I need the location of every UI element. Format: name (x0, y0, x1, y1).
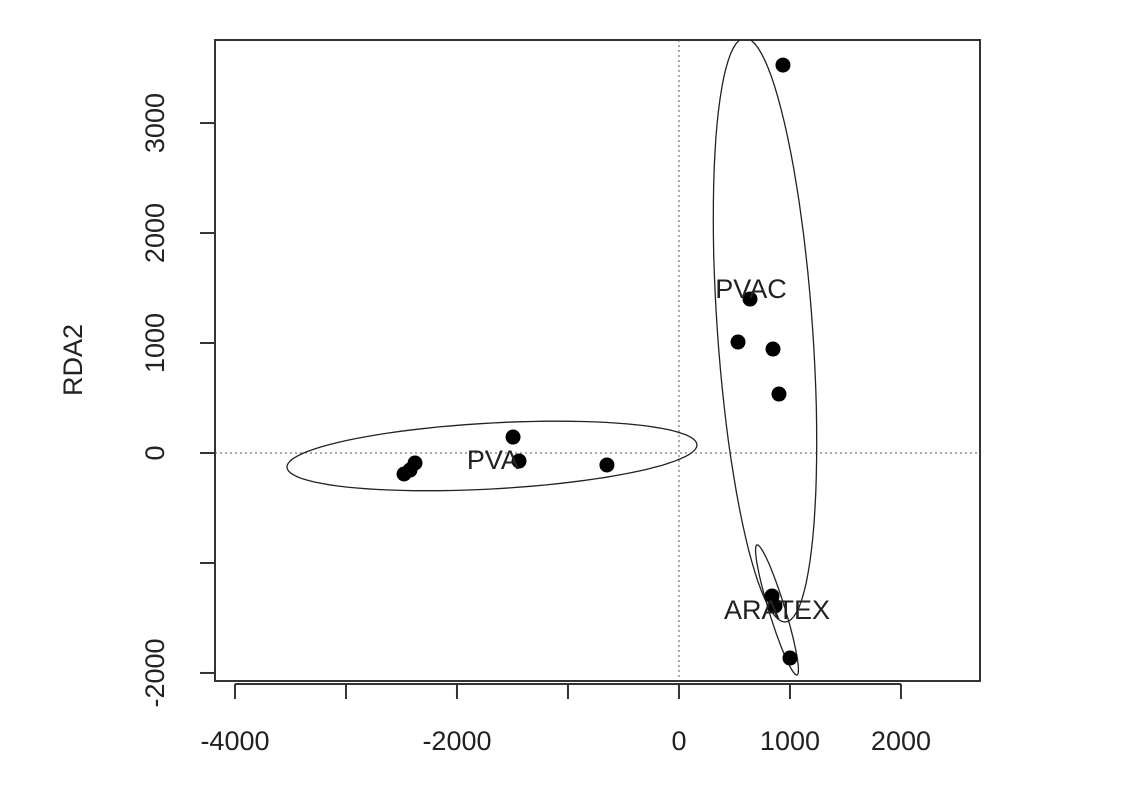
point (599, 457, 615, 473)
point (730, 334, 746, 350)
point (511, 453, 527, 469)
x-tick-label: -2000 (422, 726, 491, 756)
y-tick-label: 2000 (140, 203, 170, 263)
point (765, 341, 781, 357)
y-axis-label: RDA2 (58, 324, 88, 396)
group-label: ARATEX (724, 595, 830, 625)
ellipse (712, 40, 818, 623)
y-tick-label: 0 (140, 445, 170, 460)
y-tick-label: 3000 (140, 93, 170, 153)
plot-box (214, 39, 981, 682)
x-tick-label: -4000 (200, 726, 269, 756)
point (396, 466, 412, 482)
group-label: PVAC (715, 274, 787, 304)
x-tick-label: 1000 (760, 726, 820, 756)
x-tick-label: 0 (671, 726, 686, 756)
ellipse (286, 420, 698, 492)
point (771, 386, 787, 402)
point (782, 650, 798, 666)
point (505, 429, 521, 445)
x-tick-label: 2000 (871, 726, 931, 756)
y-tick-label: -2000 (140, 638, 170, 707)
point (742, 291, 758, 307)
y-tick-label: 1000 (140, 313, 170, 373)
point (767, 598, 783, 614)
point (775, 57, 791, 73)
group-label: PVA (467, 445, 519, 475)
ellipse (754, 544, 800, 676)
